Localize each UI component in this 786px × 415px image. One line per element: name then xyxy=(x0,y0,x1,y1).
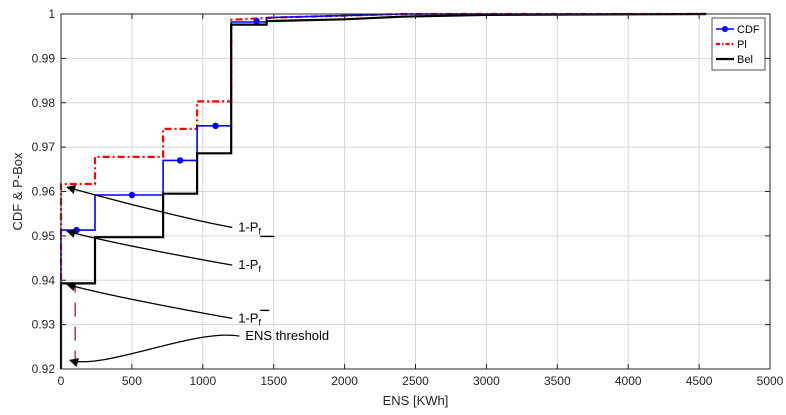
plot-area xyxy=(59,12,707,369)
y-tick-label: 0.99 xyxy=(32,51,56,65)
legend-marker xyxy=(722,26,728,32)
annotation-arrow xyxy=(68,334,240,367)
y-tick-label: 0.95 xyxy=(32,229,56,243)
y-tick-label: 0.96 xyxy=(32,185,56,199)
x-tick-label: 500 xyxy=(122,374,142,388)
y-tick-label: 0.93 xyxy=(32,318,56,332)
x-tick-label: 0 xyxy=(58,374,65,388)
annotation-arrow xyxy=(66,282,233,320)
annotation-label: 1-Pf xyxy=(238,310,261,327)
annotation-label: 1-Pf xyxy=(238,219,261,236)
axes: 0 500 1000 1500 2000 2500 3000 3500 4000 4500 5000… xyxy=(32,7,784,388)
y-tick-label: 0.94 xyxy=(32,273,56,287)
x-tick-label: 2500 xyxy=(402,374,429,388)
grid xyxy=(61,14,770,369)
series-line-cdf xyxy=(60,13,707,369)
y-tick-label: 0.97 xyxy=(32,140,56,154)
legend-box xyxy=(711,17,766,71)
cdf-marker xyxy=(176,157,184,164)
x-tick-label: 2000 xyxy=(331,374,358,388)
annotation-label: 1-Pf xyxy=(238,257,261,274)
y-axis-label: CDF & P-Box xyxy=(10,152,25,231)
cdf-marker xyxy=(253,17,260,25)
x-tick-label: 4000 xyxy=(615,374,642,388)
x-tick-label: 5000 xyxy=(757,374,784,388)
x-axis-label: ENS [KWh] xyxy=(383,393,449,408)
annotation-arrow xyxy=(66,185,233,229)
cdf-marker xyxy=(212,122,219,130)
legend-label-bel: Bel xyxy=(737,54,753,66)
y-tick-label: 0.92 xyxy=(32,362,56,376)
x-tick-label: 3500 xyxy=(544,374,571,388)
cdf-marker xyxy=(128,191,136,199)
x-tick-label: 3000 xyxy=(473,374,500,388)
legend: CDF Pl Bel xyxy=(711,17,766,71)
annotation-label: ENS threshold xyxy=(245,328,329,343)
y-tick-label: 1 xyxy=(48,7,55,21)
y-tick-label: 0.98 xyxy=(32,96,56,110)
legend-label-pl: Pl xyxy=(737,39,747,51)
annotation-arrow xyxy=(66,228,233,266)
series-line-bel xyxy=(59,12,707,369)
x-tick-label: 1000 xyxy=(189,374,216,388)
x-tick-label: 4500 xyxy=(686,374,713,388)
cdf-marker xyxy=(73,226,80,234)
x-tick-label: 1500 xyxy=(260,374,287,388)
legend-label-cdf: CDF xyxy=(737,24,760,36)
